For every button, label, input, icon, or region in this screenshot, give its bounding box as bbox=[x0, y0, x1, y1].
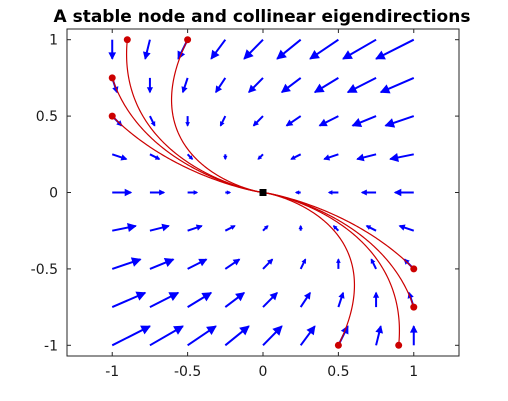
start-point bbox=[395, 341, 403, 349]
y-tick-label: -0.5 bbox=[31, 262, 58, 278]
vector-arrow bbox=[336, 258, 341, 269]
vector-arrow bbox=[323, 153, 339, 161]
x-tick-label: -0.5 bbox=[174, 364, 201, 380]
vector-arrow bbox=[219, 115, 227, 127]
vector-arrow bbox=[149, 258, 175, 270]
vector-arrow bbox=[149, 291, 180, 308]
start-point bbox=[334, 341, 342, 349]
vector-arrow bbox=[372, 291, 380, 308]
vector-arrow bbox=[384, 115, 415, 128]
start-point bbox=[108, 112, 116, 120]
y-tick-label: 1 bbox=[49, 33, 58, 49]
start-point bbox=[123, 36, 131, 44]
y-tick-label: -1 bbox=[44, 338, 58, 354]
vector-arrow bbox=[299, 258, 307, 270]
vector-arrow bbox=[112, 188, 133, 197]
start-point bbox=[410, 303, 418, 311]
x-tick-label: -1 bbox=[105, 364, 119, 380]
vector-arrow bbox=[262, 225, 269, 232]
vector-arrow bbox=[111, 257, 142, 270]
vector-arrow bbox=[379, 76, 415, 94]
y-tick-label: 0 bbox=[49, 186, 58, 202]
vector-arrow bbox=[111, 153, 128, 161]
vector-arrow bbox=[187, 291, 213, 308]
vector-arrow bbox=[342, 38, 377, 60]
vector-arrow bbox=[224, 225, 236, 232]
chart-title: A stable node and collinear eigendirecti… bbox=[54, 7, 471, 27]
vector-arrow bbox=[360, 189, 377, 196]
vector-arrow bbox=[257, 153, 264, 160]
vector-arrow bbox=[318, 115, 339, 127]
vector-arrow bbox=[248, 77, 264, 94]
vector-arrow bbox=[187, 325, 217, 347]
vector-arrow bbox=[149, 189, 166, 196]
vector-arrow bbox=[309, 38, 339, 60]
vector-arrow bbox=[409, 325, 418, 346]
vector-arrow bbox=[225, 190, 232, 195]
vector-arrow bbox=[280, 77, 302, 94]
vector-arrow bbox=[370, 258, 377, 270]
vector-arrow bbox=[243, 38, 264, 60]
start-point bbox=[184, 36, 192, 44]
x-tick-label: 0 bbox=[259, 364, 268, 380]
vector-arrow bbox=[327, 190, 339, 195]
vector-arrow bbox=[290, 153, 302, 160]
vector-arrow bbox=[149, 115, 156, 127]
vector-arrow bbox=[262, 325, 283, 347]
vector-arrow bbox=[149, 325, 184, 347]
vector-arrow bbox=[365, 225, 377, 232]
vector-arrow bbox=[149, 153, 161, 160]
start-point bbox=[108, 74, 116, 82]
vector-arrow bbox=[313, 77, 339, 94]
vector-arrow bbox=[224, 325, 250, 347]
vector-arrow bbox=[111, 291, 147, 309]
vector-arrow bbox=[181, 77, 189, 94]
vector-arrow bbox=[252, 115, 264, 127]
vector-arrow bbox=[111, 325, 151, 347]
vector-arrow bbox=[285, 115, 302, 127]
vector-arrow bbox=[186, 153, 194, 160]
vector-arrow bbox=[224, 258, 241, 270]
vector-arrow bbox=[332, 225, 340, 232]
vector-arrow bbox=[393, 188, 414, 197]
vector-arrow bbox=[375, 38, 415, 60]
vector-arrow bbox=[146, 77, 154, 94]
vector-arrow bbox=[187, 190, 199, 195]
x-tick-label: 1 bbox=[409, 364, 418, 380]
vector-arrow bbox=[346, 77, 377, 94]
start-points bbox=[108, 36, 418, 349]
start-point bbox=[410, 265, 418, 273]
vector-arrow bbox=[187, 258, 208, 270]
vector-arrow bbox=[185, 116, 190, 127]
vector-arrow bbox=[112, 222, 137, 233]
vector-arrow bbox=[299, 325, 316, 346]
vector-arrow bbox=[294, 190, 301, 195]
vector-arrow bbox=[149, 223, 170, 232]
vector-arrow bbox=[398, 224, 415, 232]
vector-arrow bbox=[262, 258, 274, 270]
y-tick-label: 0.5 bbox=[36, 109, 58, 125]
vector-arrow bbox=[108, 39, 117, 60]
vector-arrow bbox=[224, 291, 246, 308]
vector-arrow bbox=[356, 153, 377, 162]
vector-arrow bbox=[215, 77, 227, 94]
vector-arrow bbox=[337, 291, 345, 308]
vector-arrow bbox=[389, 152, 414, 163]
vector-arrow bbox=[262, 291, 278, 308]
vector-arrow bbox=[142, 39, 151, 60]
vector-arrow bbox=[223, 154, 228, 161]
vector-arrow bbox=[210, 39, 227, 60]
equilibrium-point bbox=[259, 189, 267, 196]
vector-arrow bbox=[375, 325, 384, 346]
vector-arrow bbox=[351, 115, 377, 127]
vector-arrow bbox=[299, 291, 311, 308]
axes: -1 -0.5 0 0.5 1 1 0.5 0 -0.5 -1 bbox=[31, 28, 460, 380]
vector-arrow bbox=[298, 224, 303, 231]
x-tick-label: 0.5 bbox=[327, 364, 349, 380]
vector-arrow bbox=[276, 38, 302, 60]
vector-arrow bbox=[187, 224, 203, 232]
